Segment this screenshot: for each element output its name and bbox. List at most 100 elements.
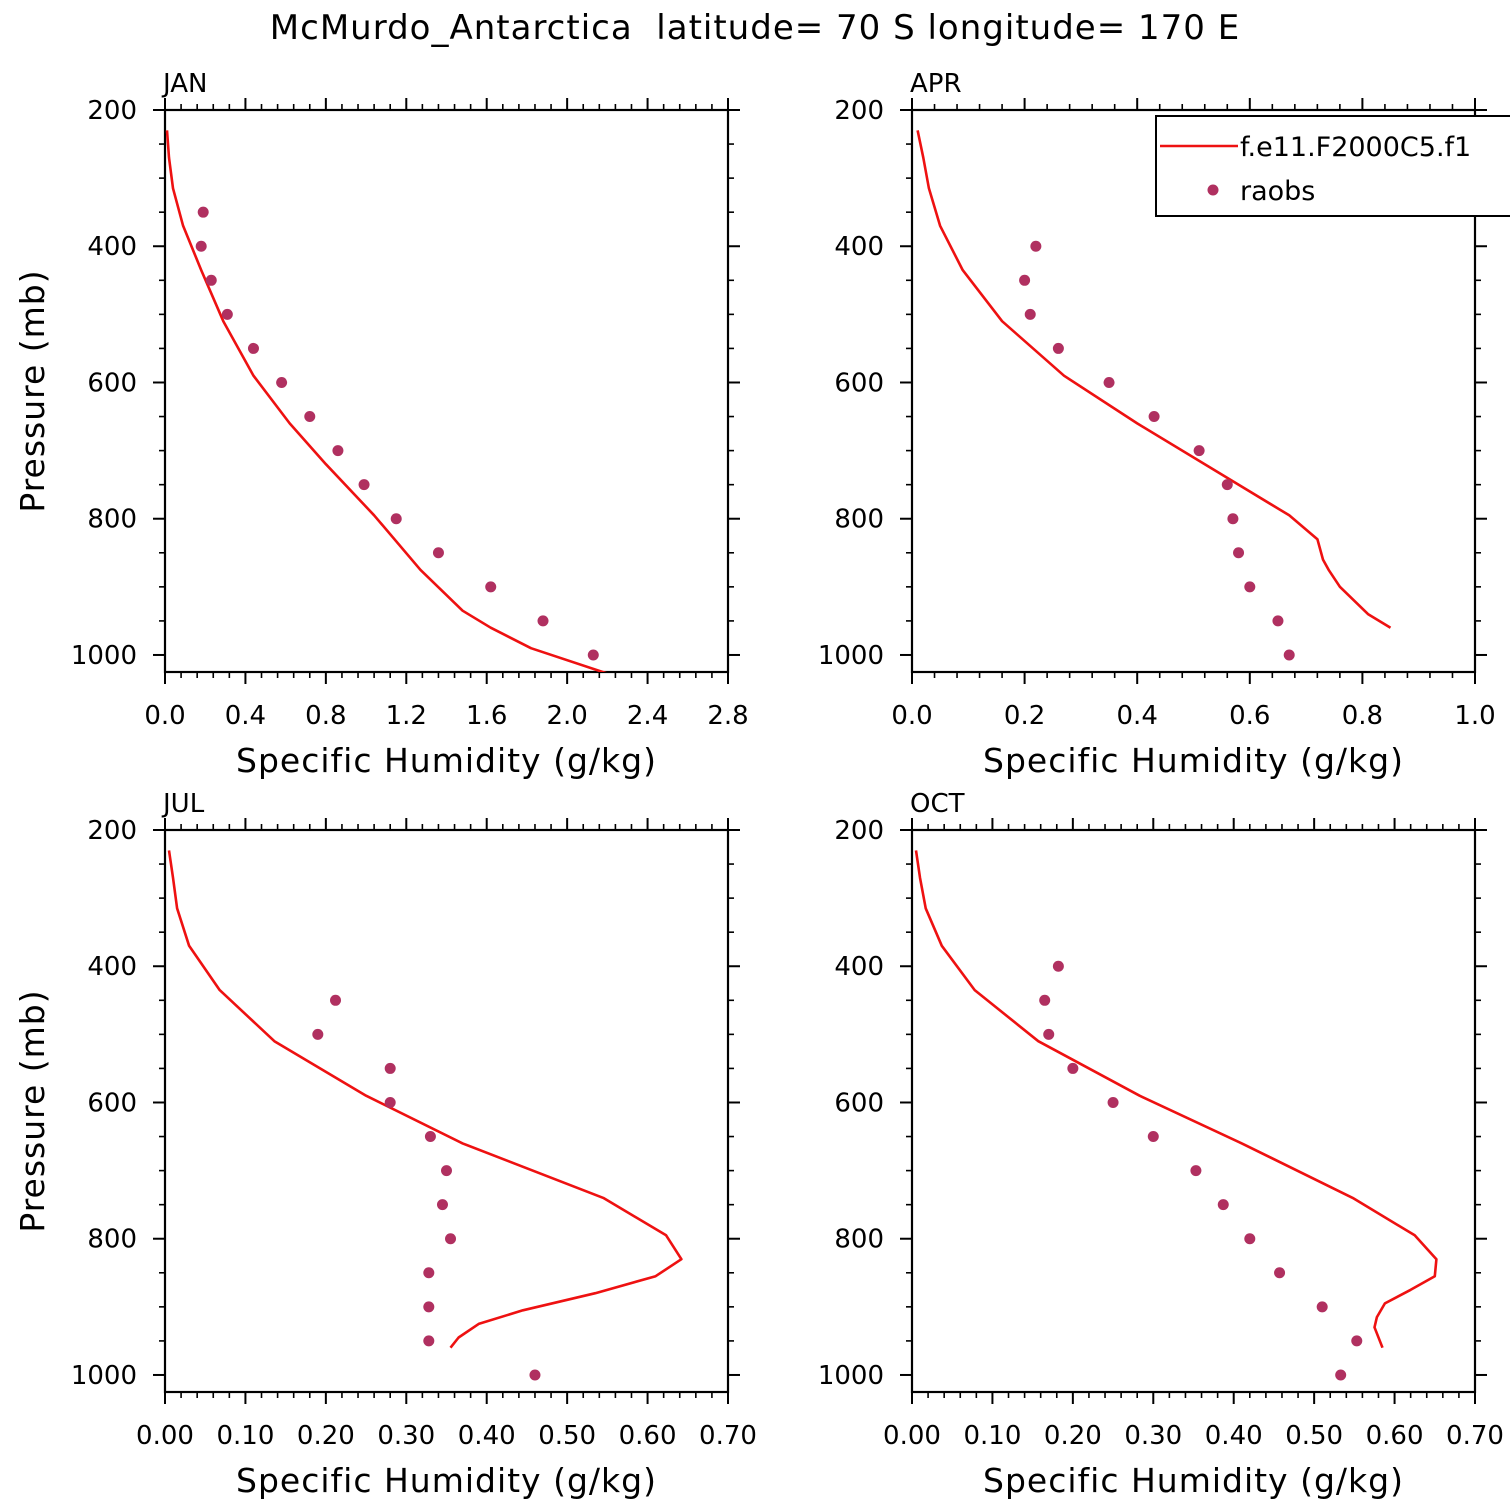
raobs-point (384, 1096, 396, 1108)
raobs-point (276, 376, 288, 388)
x-tick-label: 1.2 (386, 701, 427, 731)
model-profile-line (916, 130, 1392, 629)
y-tick-label: 800 (87, 1225, 137, 1255)
x-tick-label: 0.10 (216, 1421, 274, 1451)
raobs-point (423, 1335, 435, 1347)
data-oct (914, 850, 1438, 1381)
x-tick-label: 0.8 (305, 701, 346, 731)
legend: f.e11.F2000C5.f1 raobs (1155, 115, 1510, 217)
y-tick-label: 400 (87, 232, 137, 262)
x-tick-label: 0.00 (883, 1421, 941, 1451)
raobs-point (1107, 1096, 1119, 1108)
x-tick-label: 0.40 (458, 1421, 516, 1451)
panel-apr: 0.0 0.2 0.4 0.6 0.8 1.0 200 400 600 800 1000 APR Spe… (818, 69, 1496, 780)
raobs-point (1039, 994, 1051, 1006)
y-axis-label: Pressure (mb) (13, 989, 52, 1232)
x-axis-label: Specific Humidity (g/kg) (983, 1461, 1404, 1500)
x-tick-label: 2.4 (627, 701, 668, 731)
raobs-point (1067, 1062, 1079, 1074)
y-tick-label: 1000 (818, 641, 884, 671)
raobs-point (195, 240, 207, 252)
model-profile-line (167, 850, 683, 1349)
raobs-point (1335, 1369, 1347, 1381)
raobs-point (1227, 513, 1239, 525)
raobs-point (1316, 1301, 1328, 1313)
raobs-point (1148, 411, 1160, 423)
raobs-point (1147, 1131, 1159, 1143)
x-tick-label: 0.00 (136, 1421, 194, 1451)
y-tick-label: 600 (834, 368, 884, 398)
raobs-point (1221, 479, 1233, 491)
model-profile-line (165, 130, 607, 672)
x-tick-label: 0.4 (225, 701, 266, 731)
legend-model-label: f.e11.F2000C5.f1 (1240, 132, 1471, 163)
y-tick-label: 200 (834, 96, 884, 126)
x-tick-label: 0.50 (538, 1421, 596, 1451)
x-tick-label: 1.6 (466, 701, 507, 731)
raobs-point (304, 411, 316, 423)
panel-oct: 0.00 0.10 0.20 0.30 0.40 0.50 0.60 0.70 200 400 60… (818, 789, 1504, 1500)
raobs-point (1193, 445, 1205, 457)
y-tick-label: 1000 (71, 1361, 137, 1391)
raobs-point (1030, 240, 1042, 252)
raobs-point (445, 1233, 457, 1245)
y-tick-label: 1000 (71, 641, 137, 671)
x-tick-label: 0.20 (297, 1421, 355, 1451)
x-tick-label: 0.20 (1044, 1421, 1102, 1451)
y-tick-label: 1000 (818, 1361, 884, 1391)
raobs-point (423, 1301, 435, 1313)
data-jul (167, 850, 683, 1381)
x-axis-label: Specific Humidity (g/kg) (983, 741, 1404, 780)
legend-box (1155, 115, 1510, 217)
plot-frame-apr (910, 108, 1477, 674)
x-tick-label: 0.2 (1004, 701, 1045, 731)
x-tick-label: 0.40 (1205, 1421, 1263, 1451)
raobs-point (1272, 615, 1284, 627)
raobs-point (485, 581, 497, 593)
panel-label: JAN (161, 69, 207, 99)
x-axis-label: Specific Humidity (g/kg) (236, 1461, 657, 1500)
raobs-point (1274, 1267, 1286, 1279)
y-tick-label: 600 (834, 1088, 884, 1118)
x-tick-label: 2.8 (707, 701, 748, 731)
y-tick-label: 400 (834, 232, 884, 262)
y-tick-label: 600 (87, 1088, 137, 1118)
x-tick-label: 0.30 (377, 1421, 435, 1451)
y-tick-label: 800 (87, 505, 137, 535)
x-tick-label: 0.30 (1124, 1421, 1182, 1451)
raobs-point (1233, 547, 1245, 559)
raobs-point (384, 1062, 396, 1074)
data-jan (165, 130, 607, 672)
panel-jan: 0.0 0.4 0.8 1.2 1.6 2.0 2.4 2.8 200 400 600 800 1000… (13, 69, 749, 780)
panel-label: JUL (161, 789, 205, 819)
x-tick-label: 1.0 (1454, 701, 1495, 731)
x-tick-label: 2.0 (546, 701, 587, 731)
plot-frame-jan (163, 108, 730, 674)
x-tick-label: 0.8 (1342, 701, 1383, 731)
raobs-point (1024, 308, 1036, 320)
raobs-point (332, 445, 344, 457)
y-axis-label: Pressure (mb) (13, 269, 52, 512)
y-tick-label: 200 (87, 96, 137, 126)
plot-frame-jul (163, 828, 730, 1394)
x-tick-label: 0.0 (144, 701, 185, 731)
x-tick-label: 0.50 (1285, 1421, 1343, 1451)
raobs-point (390, 513, 402, 525)
raobs-point (1190, 1165, 1202, 1177)
raobs-point (330, 994, 342, 1006)
raobs-point (1244, 581, 1256, 593)
raobs-point (441, 1165, 452, 1177)
x-tick-label: 0.60 (1366, 1421, 1424, 1451)
legend-marker-swatch (1207, 184, 1219, 196)
plot-frame-oct (910, 828, 1477, 1394)
x-tick-label: 0.70 (699, 1421, 757, 1451)
x-tick-label: 0.0 (891, 701, 932, 731)
x-tick-label: 0.70 (1446, 1421, 1504, 1451)
raobs-point (1019, 274, 1031, 286)
raobs-point (1103, 376, 1115, 388)
y-tick-label: 400 (87, 952, 137, 982)
x-tick-label: 0.4 (1117, 701, 1158, 731)
legend-raobs-label: raobs (1240, 176, 1315, 207)
raobs-point (1351, 1335, 1363, 1347)
